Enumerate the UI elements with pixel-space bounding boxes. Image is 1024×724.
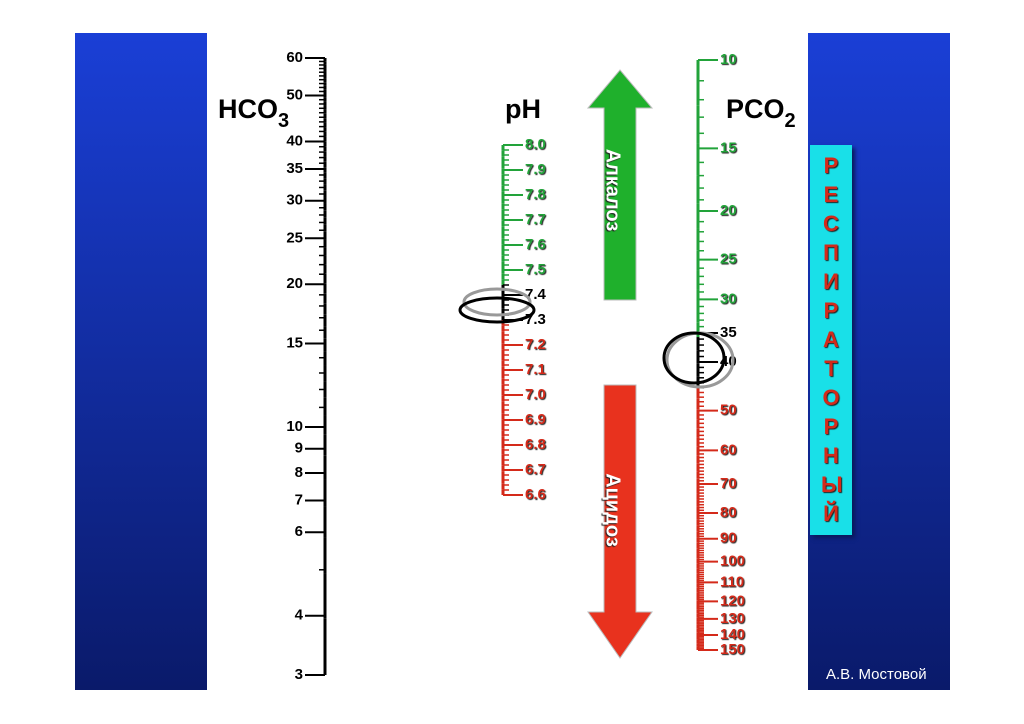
tick-label: 35	[720, 324, 737, 341]
tick-label: 25	[286, 229, 303, 246]
tick-label: 6.6	[525, 486, 546, 503]
side-box: РЕСПИРАТОРНЫЙ	[810, 145, 852, 535]
highlight	[662, 331, 726, 385]
arrow-label: Алкалоз	[602, 149, 624, 232]
tick-label: 70	[720, 475, 737, 492]
tick-label: 7.9	[525, 161, 546, 178]
tick-label: 6.9	[525, 411, 546, 428]
tick-label: 3	[295, 666, 303, 683]
tick-label: 10	[286, 418, 303, 435]
tick-label: 25	[720, 251, 737, 268]
tick-label: 80	[720, 504, 737, 521]
tick-label: 6.8	[525, 436, 546, 453]
tick-label: 90	[720, 530, 737, 547]
scale-subscript: 2	[785, 110, 796, 132]
highlight	[458, 296, 536, 324]
tick-label: 140	[720, 626, 745, 643]
scale-name: pH	[505, 94, 541, 124]
tick-label: 7.5	[525, 261, 546, 278]
tick-label: 30	[286, 192, 303, 209]
tick-label: 60	[286, 49, 303, 66]
tick-label: 7.3	[525, 311, 546, 328]
tick-label: 7.8	[525, 186, 546, 203]
highlight	[462, 287, 532, 317]
tick-label: 15	[720, 139, 737, 156]
tick-label: 7.0	[525, 386, 546, 403]
tick-label: 20	[720, 202, 737, 219]
alkalosis-arrow	[586, 69, 654, 301]
author: А.В. Мостовой	[826, 666, 927, 683]
tick-label: 20	[286, 275, 303, 292]
scale-name: HCO	[218, 94, 278, 124]
tick-label: 10	[720, 51, 737, 68]
tick-label: 35	[286, 160, 303, 177]
tick-label: 4	[295, 607, 304, 624]
tick-label: 7.7	[525, 211, 546, 228]
scale-subscript: 3	[278, 110, 289, 132]
scale-name: PCO	[726, 94, 785, 124]
tick-label: 110	[720, 573, 744, 590]
tick-label: 7.6	[525, 236, 546, 253]
tick-label: 30	[720, 290, 737, 307]
scale-title: HCO3	[218, 94, 289, 132]
acidosis-arrow	[587, 384, 653, 659]
tick-label: 7	[295, 491, 303, 508]
arrow-label: Ацидоз	[602, 473, 624, 547]
side-label: РЕСПИРАТОРНЫЙ	[821, 153, 843, 526]
tick-label: 8	[295, 464, 303, 481]
tick-label: 130	[720, 610, 745, 627]
tick-label: 50	[286, 87, 303, 104]
tick-label: 40	[286, 132, 303, 149]
tick-label: 15	[286, 334, 303, 351]
tick-label: 8.0	[525, 136, 546, 153]
tick-label: 9	[295, 440, 303, 457]
tick-label: 60	[720, 441, 737, 458]
tick-label: 100	[720, 553, 745, 570]
tick-label: 6.7	[525, 461, 546, 478]
tick-label: 7.2	[525, 336, 546, 353]
scales: HCO3346789101520253035405060pH6.66.76.86…	[218, 49, 796, 683]
tick-label: 150	[720, 641, 745, 658]
scale-title: PCO2	[726, 94, 796, 132]
tick-label: 7.1	[525, 361, 546, 378]
tick-label: 50	[720, 402, 737, 419]
scale-title: pH	[505, 94, 541, 124]
tick-label: 6	[295, 523, 303, 540]
tick-label: 120	[720, 592, 745, 609]
